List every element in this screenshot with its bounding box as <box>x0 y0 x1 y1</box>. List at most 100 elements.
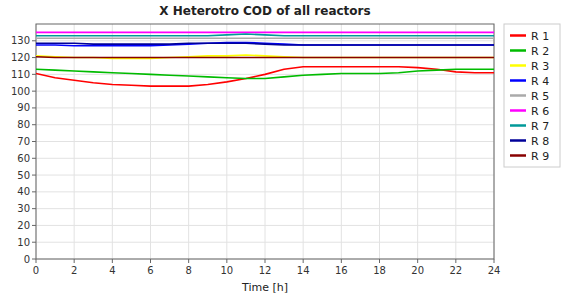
series-line <box>36 34 494 36</box>
x-tick-label: 4 <box>109 265 115 276</box>
legend-label: R 9 <box>531 150 549 163</box>
plot-area <box>36 24 494 259</box>
x-tick-label: 22 <box>449 265 462 276</box>
grid-line <box>36 91 494 92</box>
y-tick-label: 110 <box>11 69 30 80</box>
x-tick <box>379 259 380 263</box>
legend-label: R 4 <box>531 75 549 88</box>
legend-label: R 7 <box>531 120 549 133</box>
y-tick <box>32 175 36 176</box>
x-tick-label: 12 <box>259 265 272 276</box>
series-line <box>36 55 494 58</box>
y-tick <box>32 158 36 159</box>
x-tick <box>341 259 342 263</box>
legend-swatch <box>510 34 526 37</box>
y-tick <box>32 91 36 92</box>
legend-label: R 6 <box>531 105 549 118</box>
legend-label: R 2 <box>531 45 549 58</box>
legend-label: R 3 <box>531 60 549 73</box>
y-tick-label: 60 <box>17 153 30 164</box>
y-tick-label: 20 <box>17 220 30 231</box>
grid <box>36 24 494 259</box>
x-tick-label: 24 <box>488 265 501 276</box>
x-tick <box>112 259 113 263</box>
x-axis-label: Time [h] <box>241 281 288 294</box>
series-line <box>36 43 494 45</box>
legend-label: R 8 <box>531 135 549 148</box>
y-tick-label: 90 <box>17 102 30 113</box>
y-tick <box>32 141 36 142</box>
grid-line <box>36 141 494 142</box>
legend-label: R 5 <box>531 90 549 103</box>
x-tick <box>455 259 456 263</box>
legend-swatch <box>510 79 526 82</box>
y-tick-label: 120 <box>11 52 30 63</box>
y-tick-label: 10 <box>17 237 30 248</box>
grid-line <box>36 191 494 192</box>
legend-label: R 1 <box>531 30 549 43</box>
x-tick-label: 8 <box>185 265 191 276</box>
x-tick-label: 0 <box>33 265 39 276</box>
plot-frame <box>36 24 494 259</box>
lines <box>36 32 494 86</box>
y-tick-label: 130 <box>11 35 30 46</box>
y-tick <box>32 40 36 41</box>
legend-swatch <box>510 124 526 127</box>
grid-line <box>36 225 494 226</box>
y-tick-label: 100 <box>11 86 30 97</box>
axes: 0246810121416182022240102030405060708090… <box>11 24 500 276</box>
x-tick <box>150 259 151 263</box>
x-tick <box>74 259 75 263</box>
x-tick <box>494 259 495 263</box>
grid-line <box>36 124 494 125</box>
series-line <box>36 32 494 34</box>
y-tick <box>32 74 36 75</box>
series-line <box>36 69 494 78</box>
y-tick <box>32 225 36 226</box>
y-tick-label: 0 <box>24 254 30 265</box>
grid-line <box>36 40 494 41</box>
grid-line <box>36 158 494 159</box>
legend-box <box>504 24 560 167</box>
series-line <box>36 67 494 86</box>
y-tick <box>32 259 36 260</box>
y-tick <box>32 57 36 58</box>
legend-swatch <box>510 154 526 157</box>
y-tick <box>32 191 36 192</box>
y-tick <box>32 124 36 125</box>
x-tick-label: 10 <box>220 265 233 276</box>
legend-swatch <box>510 64 526 67</box>
grid-line <box>36 57 494 58</box>
y-tick-label: 30 <box>17 203 30 214</box>
grid-line <box>36 242 494 243</box>
series-line <box>36 56 494 58</box>
x-tick-label: 2 <box>71 265 77 276</box>
x-tick <box>188 259 189 263</box>
y-tick <box>32 208 36 209</box>
y-tick-label: 80 <box>17 119 30 130</box>
x-tick <box>417 259 418 263</box>
x-tick-label: 16 <box>335 265 348 276</box>
y-tick-label: 70 <box>17 136 30 147</box>
y-tick-label: 40 <box>17 186 30 197</box>
legend-swatch <box>510 49 526 52</box>
legend-swatch <box>510 109 526 112</box>
series-line <box>36 37 494 39</box>
x-tick-label: 20 <box>411 265 424 276</box>
y-tick-label: 50 <box>17 170 30 181</box>
y-tick <box>32 242 36 243</box>
legend: R 1 R 2 R 3 R 4 R 5 R 6 R 7 R 8 R 9 <box>504 24 560 167</box>
grid-line <box>36 208 494 209</box>
grid-line <box>36 107 494 108</box>
x-tick <box>36 259 37 263</box>
x-tick-label: 6 <box>147 265 153 276</box>
x-tick-label: 14 <box>297 265 310 276</box>
x-tick-label: 18 <box>373 265 386 276</box>
grid-line <box>36 175 494 176</box>
x-tick <box>303 259 304 263</box>
y-tick <box>32 107 36 108</box>
x-tick <box>265 259 266 263</box>
legend-swatch <box>510 94 526 97</box>
series-line <box>36 42 494 45</box>
chart: 0246810121416182022240102030405060708090… <box>0 0 566 299</box>
